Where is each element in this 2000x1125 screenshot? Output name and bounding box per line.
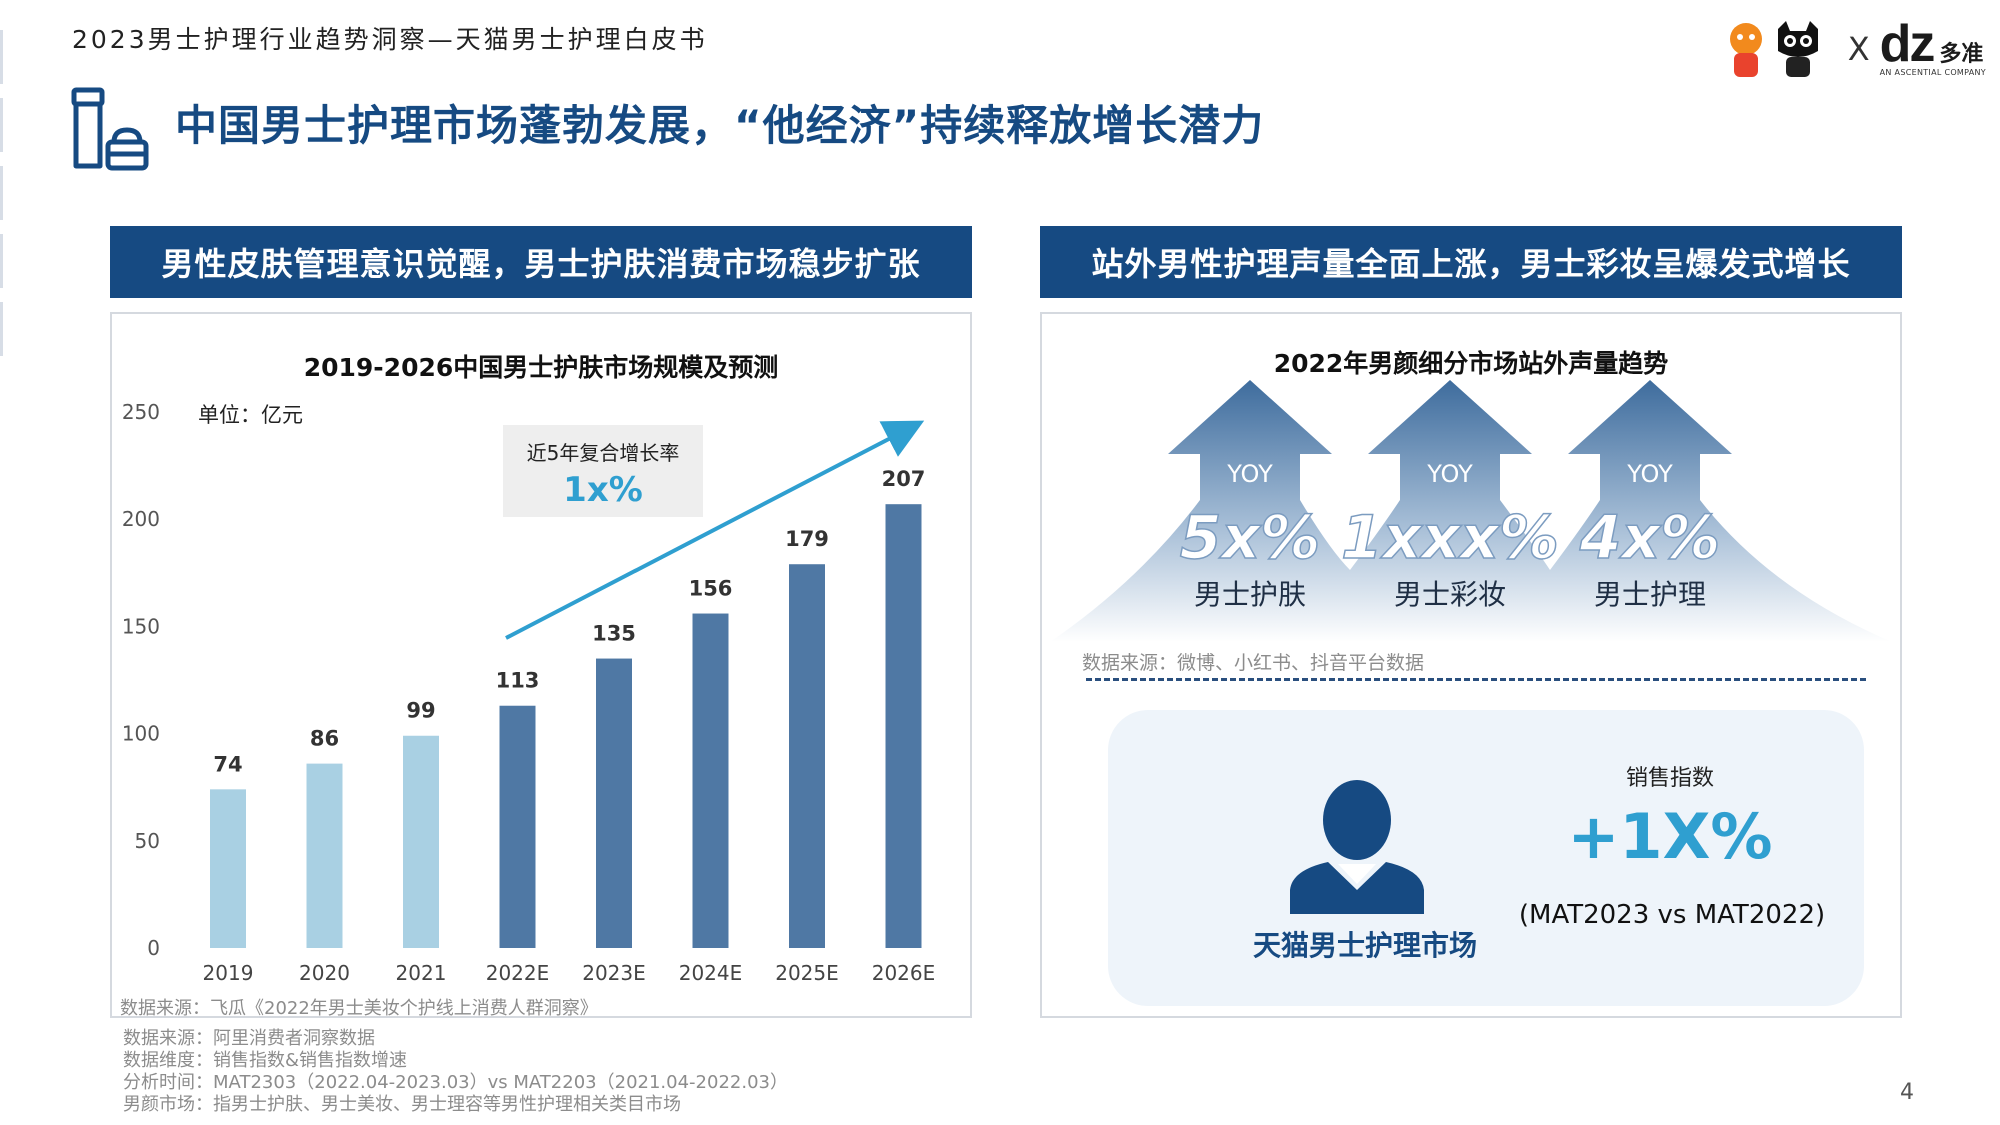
y-tick-label: 50: [135, 829, 160, 853]
skincare-products-icon: [71, 87, 149, 171]
person-icon: [1290, 780, 1424, 914]
bar: [885, 504, 922, 948]
sales-index-label: 销售指数: [1625, 766, 1714, 791]
sales-index-card: [1108, 710, 1864, 1006]
cagr-callout: 近5年复合增长率 1x%: [503, 425, 703, 517]
cagr-label: 近5年复合增长率: [526, 441, 680, 465]
bar: [210, 789, 246, 948]
sales-period: (MAT2023 vs MAT2022): [1518, 900, 1826, 930]
logo-area: X dz 多准 AN ASCENTIAL COMPANY: [1718, 16, 1986, 82]
logo-separator: X: [1847, 30, 1870, 68]
dz-logo-mark: dz: [1879, 14, 1936, 73]
x-tick-label: 2024E: [679, 961, 743, 985]
y-tick-label: 150: [122, 614, 160, 638]
right-section-banner: 站外男性护理声量全面上涨，男士彩妆呈爆发式增长: [1040, 226, 1902, 298]
bar-value-label: 207: [882, 467, 926, 491]
bar: [499, 705, 536, 948]
tmall-mascot-icon: [1729, 21, 1818, 77]
yoy-value: 1xxx%: [1341, 503, 1559, 573]
left-section-banner: 男性皮肤管理意识觉醒，男士护肤消费市场稳步扩张: [110, 226, 972, 298]
bar-value-label: 156: [689, 577, 733, 601]
segment-label: 男士彩妆: [1394, 578, 1506, 611]
bar: [596, 658, 632, 948]
cagr-value: 1x%: [563, 470, 643, 510]
yoy-label: YOY: [1426, 460, 1473, 488]
footnote-line: 男颜市场：指男士护肤、男士美妆、男士理容等男性护理相关类目市场: [123, 1094, 681, 1115]
bar: [692, 613, 729, 948]
yoy-value: 4x%: [1579, 503, 1721, 573]
left-decoration-rail: [0, 30, 4, 410]
report-title: 2023男士护理行业趋势洞察—天猫男士护理白皮书: [72, 25, 708, 54]
y-tick-label: 250: [122, 400, 160, 424]
bar-value-label: 113: [496, 669, 540, 693]
yoy-label: YOY: [1626, 460, 1673, 488]
y-tick-label: 100: [122, 722, 160, 746]
footnotes: 数据来源：阿里消费者洞察数据 数据维度：销售指数&销售指数增速 分析时间：MAT…: [123, 1028, 788, 1116]
sales-index-value: +1X%: [1567, 800, 1773, 873]
dz-logo-cn: 多准: [1939, 41, 1984, 67]
dz-logo: dz 多准 AN ASCENTIAL COMPANY: [1879, 14, 1986, 77]
y-tick-label: 200: [122, 507, 160, 531]
bar-value-label: 179: [785, 527, 829, 551]
chart-title: 2019-2026中国男士护肤市场规模及预测: [303, 353, 779, 382]
bar: [403, 735, 439, 948]
footnote-line: 数据维度：销售指数&销售指数增速: [123, 1050, 408, 1071]
segment-label: 男士护肤: [1194, 578, 1306, 611]
bar: [789, 564, 825, 948]
bar-value-label: 99: [406, 699, 435, 723]
bar-value-label: 74: [213, 752, 242, 776]
left-chart-source: 数据来源：飞瓜《2022年男士美妆个护线上消费人群洞察》: [120, 998, 598, 1019]
unit-label: 单位：亿元: [198, 403, 303, 427]
yoy-arrows-graphic: YOY 5x% 男士护肤 YOY 1xxx% 男士彩妆 YOY 4x% 男士护理: [1050, 380, 1892, 642]
x-tick-label: 2022E: [486, 961, 550, 985]
dz-logo-subtitle: AN ASCENTIAL COMPANY: [1879, 67, 1986, 77]
market-size-bar-chart: 0 50 100 150 200 250 74 86 99 113 135 156 179 207 20…: [122, 400, 936, 985]
page-number: 4: [1900, 1080, 1914, 1105]
x-tick-label: 2021: [396, 961, 447, 985]
page-headline: 中国男士护理市场蓬勃发展，“他经济”持续释放增长潜力: [175, 101, 1265, 150]
x-tick-label: 2023E: [582, 961, 646, 985]
right-chart-source: 数据来源：微博、小红书、抖音平台数据: [1082, 652, 1425, 674]
bar-value-label: 135: [592, 622, 636, 646]
growth-trend-arrow: [505, 420, 925, 640]
bar-value-label: 86: [310, 727, 339, 751]
bar: [306, 763, 343, 948]
social-volume-title: 2022年男颜细分市场站外声量趋势: [1273, 349, 1669, 378]
segment-label: 男士护理: [1594, 578, 1706, 611]
x-tick-label: 2019: [203, 961, 254, 985]
yoy-label: YOY: [1226, 460, 1273, 488]
y-tick-label: 0: [147, 936, 160, 960]
section-divider: [1086, 678, 1866, 681]
footnote-line: 分析时间：MAT2303（2022.04-2023.03）vs MAT2203（…: [123, 1072, 788, 1093]
tmall-market-label: 天猫男士护理市场: [1252, 929, 1477, 962]
footnote-line: 数据来源：阿里消费者洞察数据: [123, 1028, 375, 1049]
x-tick-label: 2020: [299, 961, 350, 985]
x-tick-label: 2026E: [872, 961, 936, 985]
yoy-value: 5x%: [1180, 503, 1321, 573]
x-tick-label: 2025E: [775, 961, 839, 985]
